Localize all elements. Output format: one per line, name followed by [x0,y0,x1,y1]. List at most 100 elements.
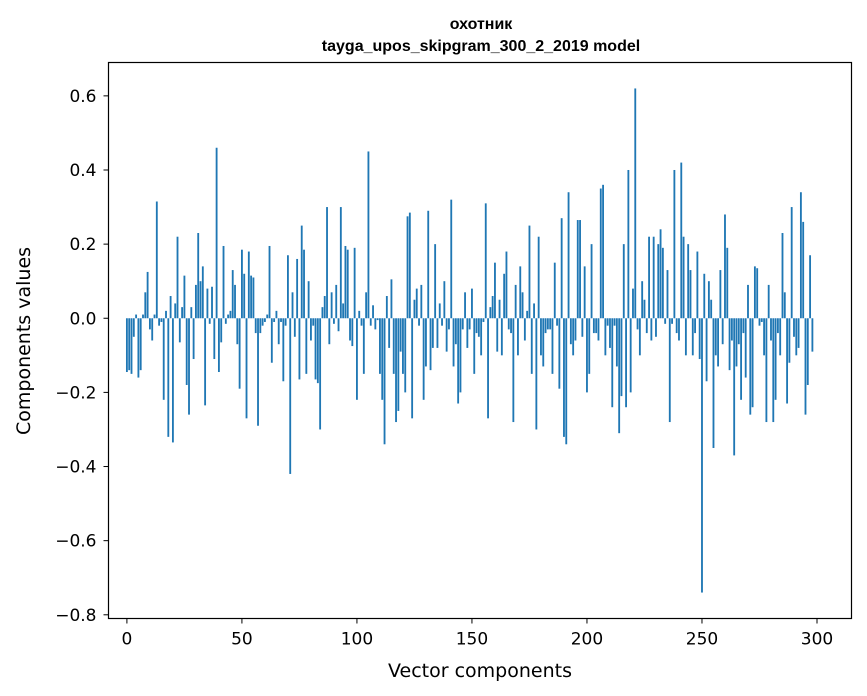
bar [146,271,149,319]
bar [788,318,791,363]
bar [588,318,591,374]
bar [404,318,407,393]
bar [546,318,549,330]
bar [194,284,197,319]
bar [162,318,165,400]
bar [296,258,299,319]
bar [158,318,161,326]
bar [804,318,807,415]
bar [459,318,462,393]
bar [227,314,230,319]
bar [615,318,618,367]
bar [521,292,524,319]
bar [280,318,282,322]
bar [434,244,437,319]
bar [583,266,586,319]
bar [231,270,234,319]
bar [797,318,800,348]
bar [420,284,423,319]
bar [211,286,213,319]
bar [765,318,768,423]
bar [303,249,305,319]
bar [618,318,621,434]
bar [627,169,630,319]
bar [668,318,671,423]
bar [544,318,547,334]
bar [171,318,174,443]
bar [701,318,703,593]
bar [666,270,669,319]
bar [254,318,257,334]
bar [360,318,363,326]
bar [399,318,402,352]
y-tick-label: 0.2 [69,235,96,255]
bar [415,288,418,319]
bar [661,247,664,319]
bar [581,318,584,337]
bar [698,318,701,360]
bar [726,247,729,319]
bar [411,318,414,419]
bar [245,318,248,419]
bar [139,318,142,371]
bar [356,318,358,400]
bar [579,220,581,319]
bar [650,318,653,341]
bar [257,318,259,426]
bar [132,318,135,337]
bar [208,318,211,324]
bar [238,318,241,389]
bar [174,303,177,319]
bar [505,251,508,319]
bar [542,318,545,367]
bar [339,207,342,319]
bar [351,318,354,347]
bar [767,284,770,319]
bar [445,318,448,352]
bar [749,318,752,415]
bar [241,249,243,319]
bar [321,307,324,319]
bar [454,318,457,345]
bar [181,307,184,319]
bar [604,318,607,356]
bar [197,233,200,319]
bar [305,318,308,374]
bar [512,318,515,423]
bar [372,305,374,319]
bar [567,192,570,319]
bar [682,236,685,319]
x-axis-label: Vector components [388,660,572,682]
bar [537,236,540,319]
bar [167,318,170,437]
bar [592,318,595,334]
bar [753,266,756,319]
bar [689,270,692,319]
bar [135,314,138,319]
bar [717,318,719,367]
bar [461,318,464,330]
bar [169,296,172,319]
bar [224,318,227,324]
bar [806,318,809,385]
bar [710,299,713,319]
bar [645,318,648,334]
bar [747,284,749,319]
bar [477,318,480,337]
bar [151,318,154,341]
bar [489,307,492,319]
bar [365,292,368,319]
bar [300,225,303,319]
bar [381,318,384,400]
bar [284,318,287,326]
bar [252,277,255,319]
y-axis-ticks: −0.8 −0.6 −0.4 −0.2 0.0 0.2 0.4 0.6 [55,87,109,626]
bar [204,318,207,406]
bar [503,273,506,319]
bar [763,318,766,356]
bar [569,318,572,345]
bar [342,303,345,319]
bar [684,318,687,356]
bar [323,296,326,319]
y-tick-label: −0.2 [55,383,96,403]
